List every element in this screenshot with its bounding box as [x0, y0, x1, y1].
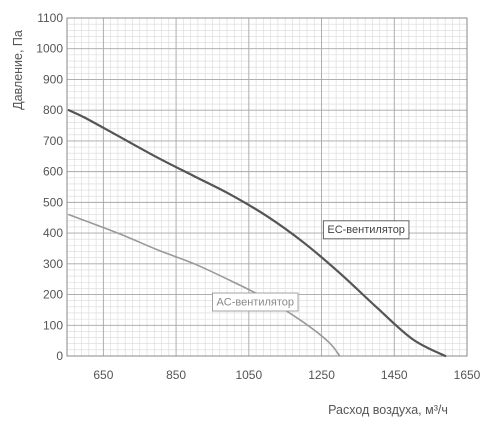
plot-border	[66, 17, 468, 357]
y-tick-label: 900	[43, 72, 63, 86]
y-tick-label: 600	[43, 165, 63, 179]
series-label-box	[212, 292, 299, 312]
x-axis-label: Расход воздуха, м³/ч	[328, 403, 448, 417]
y-tick-label: 300	[43, 257, 63, 271]
y-tick-label: 500	[43, 195, 63, 209]
y-tick-label: 200	[43, 288, 63, 302]
series-annotations: EC-вентилятор AC-вентилятор	[212, 220, 410, 312]
y-tick-label: 700	[43, 134, 63, 148]
x-axis-ticks: 650 850 1050 1250 1450 1650	[93, 368, 480, 382]
y-tick-label: 1100	[37, 11, 63, 25]
x-tick-label: 1650	[454, 368, 481, 382]
series-label-text: AC-вентилятор	[216, 296, 294, 308]
series-lines	[67, 109, 447, 358]
x-tick-label: 1250	[308, 368, 335, 382]
x-tick-label: 850	[166, 368, 186, 382]
x-tick-label: 1050	[235, 368, 262, 382]
y-tick-label: 0	[56, 349, 63, 363]
series-label-box	[322, 220, 410, 240]
series-line-ec	[67, 109, 447, 358]
label-ec-fan: EC-вентилятор	[322, 220, 410, 240]
major-grid	[67, 17, 468, 357]
label-ac-fan: AC-вентилятор	[212, 292, 299, 312]
y-tick-label: 400	[43, 226, 63, 240]
x-tick-label: 650	[93, 368, 113, 382]
y-tick-label: 800	[43, 103, 63, 117]
series-line-ac	[68, 213, 341, 357]
series-label-text: EC-вентилятор	[327, 224, 405, 236]
y-tick-label: 100	[43, 318, 63, 332]
plot-frame	[66, 17, 468, 357]
y-axis-ticks: 0 100 200 300 400 500 600 700 800 900 1000 1100	[36, 11, 63, 363]
x-tick-label: 1450	[381, 368, 408, 382]
y-axis-label: Давление, Па	[11, 30, 25, 110]
y-tick-label: 1000	[36, 42, 63, 56]
